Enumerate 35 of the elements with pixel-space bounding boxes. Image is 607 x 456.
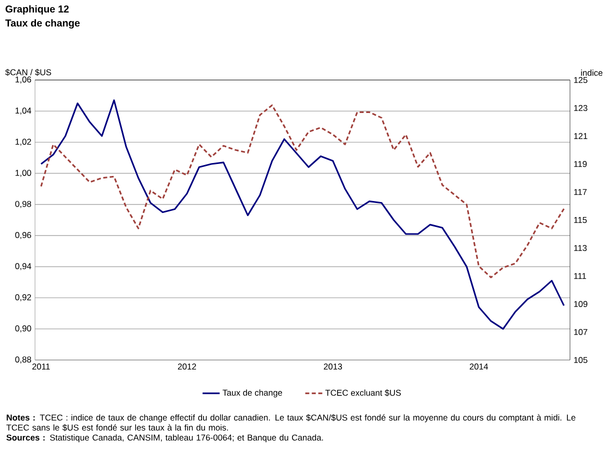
- y2-tick-label: 111: [574, 273, 586, 279]
- y-tick-label: 1,02: [16, 138, 32, 146]
- y2-tick-label: 109: [574, 301, 588, 308]
- y2-tick-label: 123: [574, 104, 588, 112]
- y-axis-title: $CAN / $US: [5, 68, 52, 76]
- y2-tick-label: 105: [574, 357, 588, 364]
- y-tick-label: 0,96: [15, 232, 32, 240]
- text: Sources : Statistique Canada, CANSIM, tableau 176-0064; et Banque du Canada.: [6, 434, 323, 442]
- y-tick-label: 0,92: [15, 294, 32, 302]
- y-tick-label: 0,98: [15, 200, 32, 208]
- y2-tick-label: 115: [574, 217, 587, 223]
- x-tick-label: 2013: [324, 364, 342, 370]
- y-tick-label: 1,00: [16, 170, 32, 177]
- chart-subtitle: Taux de change: [5, 19, 80, 29]
- y2-tick-label: 119: [574, 161, 587, 168]
- legend-label: Taux de change: [222, 389, 282, 398]
- y2-tick-label: 107: [574, 329, 588, 336]
- chart-title: Graphique 12: [6, 5, 69, 15]
- y2-axis-title: indice: [581, 70, 602, 76]
- y2-tick-label: 113: [574, 245, 587, 252]
- y2-tick-label: 125: [574, 77, 588, 84]
- x-tick-label: 2014: [470, 364, 488, 370]
- y-tick-label: 1,06: [16, 76, 32, 84]
- x-tick-label: 2012: [178, 364, 196, 370]
- legend-label: TCEC excluant $US: [325, 389, 401, 396]
- x-tick-label: 2011: [32, 364, 50, 370]
- text: Notes : TCEC : indice de taux de change effectif du dollar canadien. Le taux $CAN/$US est fondé sur la moyenne du cours du comptant à midi. Le TCEC sans le $US est fondé sur les taux à la fin du mois.: [6, 414, 576, 432]
- y-tick-label: 1,04: [16, 108, 32, 115]
- y2-tick-label: 117: [574, 189, 587, 195]
- line-series: [40, 104, 565, 278]
- y-tick-label: 0,90: [15, 325, 32, 332]
- y-tick-label: 0,88: [15, 356, 32, 364]
- line-series: [40, 99, 565, 330]
- y-tick-label: 0,94: [15, 263, 32, 270]
- y2-tick-label: 121: [574, 133, 588, 139]
